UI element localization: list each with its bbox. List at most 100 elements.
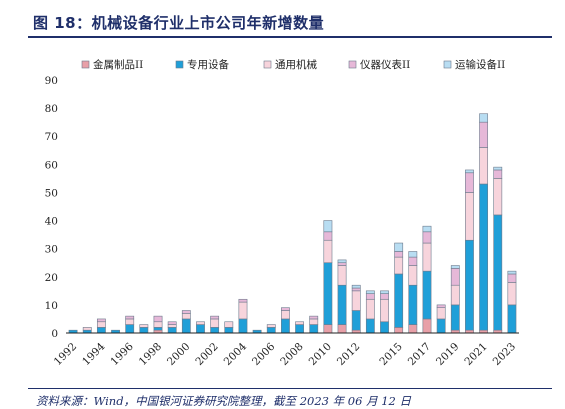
bar-segment: [408, 265, 418, 286]
bar-segment: [125, 318, 135, 325]
x-tick-label: 1992: [52, 341, 79, 368]
y-tick-label: 10: [45, 300, 58, 312]
bar-segment: [309, 318, 319, 325]
bar-segment: [323, 262, 333, 325]
bar-segment: [337, 284, 347, 325]
bar-segment: [337, 324, 347, 334]
bar-segment: [507, 282, 517, 306]
bar-segment: [281, 307, 290, 311]
source-note: 资料来源：Wind，中国银河证券研究院整理，截至 2023 年 06 月 12 …: [36, 394, 412, 408]
bar-segment: [493, 166, 503, 171]
bar-segment: [295, 324, 304, 334]
bar-segment: [422, 242, 432, 272]
bar-segment: [479, 121, 489, 148]
bar-segment: [507, 273, 517, 283]
x-tick-label: 2017: [406, 341, 433, 368]
x-tick-label: 2019: [434, 341, 461, 368]
bar-segment: [351, 284, 361, 289]
bar-segment: [365, 290, 375, 294]
x-tick-label: 2015: [377, 341, 404, 368]
bar-segment: [125, 315, 135, 320]
bar-segment: [436, 307, 446, 320]
bar-segment: [167, 321, 177, 325]
bar-segment: [337, 265, 347, 286]
bar-segment: [380, 298, 389, 323]
bar-segment: [153, 321, 163, 328]
bar-segment: [181, 318, 191, 334]
bar-segment: [351, 310, 361, 331]
bar-segment: [365, 293, 375, 300]
x-tick-label: 2012: [335, 341, 362, 368]
bar-segment: [450, 284, 460, 306]
bar-segment: [422, 270, 432, 320]
x-tick-label: 2023: [491, 341, 518, 368]
bar-segment: [309, 315, 319, 320]
bar-segment: [96, 318, 106, 323]
legend-label: 运输设备II: [455, 58, 505, 71]
bar-segment: [266, 324, 276, 328]
legend-label: 专用设备: [187, 58, 229, 71]
bar-segment: [196, 324, 205, 334]
bar-segment: [351, 287, 361, 292]
figure-title: 图 18：机械设备行业上市公司年新增数量: [33, 14, 325, 32]
bar-segment: [450, 304, 460, 331]
bar-segment: [493, 214, 503, 331]
y-tick-label: 30: [45, 244, 58, 256]
bar-segment: [436, 318, 446, 334]
bar-segment: [337, 259, 347, 264]
bar-segment: [167, 327, 177, 334]
bar-segment: [96, 327, 106, 334]
bar-segment: [380, 290, 389, 294]
bar-segment: [266, 327, 276, 334]
bar-segment: [465, 192, 474, 241]
bar-segment: [351, 290, 361, 311]
bar-segment: [281, 318, 290, 334]
bar-segment: [422, 318, 432, 334]
x-tick-label: 1994: [80, 340, 108, 368]
bar-segment: [507, 270, 517, 275]
x-tick-label: 2002: [193, 341, 220, 368]
footer-divider: [28, 388, 552, 389]
title-divider: [28, 36, 552, 38]
bar-segment: [238, 318, 248, 334]
bar-segment: [196, 321, 205, 325]
y-tick-label: 0: [51, 328, 58, 340]
bar-segment: [380, 321, 389, 334]
bar-segment: [309, 324, 319, 334]
bar-segment: [82, 327, 92, 331]
bar-segment: [394, 242, 404, 252]
y-tick-label: 20: [45, 272, 58, 284]
bar-segment: [238, 298, 248, 303]
bar-segment: [153, 315, 163, 323]
y-tick-label: 50: [45, 187, 58, 199]
y-tick-label: 60: [45, 159, 58, 171]
bar-segment: [281, 310, 290, 320]
bar-segment: [465, 169, 474, 174]
bar-segment: [479, 183, 489, 331]
bar-segment: [323, 220, 333, 233]
legend-swatch: [81, 60, 90, 69]
bar-segment: [436, 304, 446, 309]
bar-segment: [323, 231, 333, 241]
legend-label: 通用机械: [275, 58, 317, 71]
bar-segment: [465, 239, 474, 331]
x-tick-label: 1996: [108, 340, 136, 368]
bar-segment: [365, 318, 375, 334]
bar-segment: [465, 172, 474, 193]
x-tick-label: 1998: [137, 341, 164, 368]
bar-segment: [167, 324, 177, 328]
legend-label: 金属制品II: [93, 58, 143, 71]
y-tick-label: 70: [45, 131, 58, 143]
bar-segment: [139, 327, 149, 334]
bar-segment: [394, 327, 404, 334]
bar-segment: [422, 231, 432, 244]
bar-segment: [479, 113, 489, 123]
bar-segment: [224, 327, 234, 334]
legend-swatch: [443, 60, 452, 69]
bar-segment: [323, 324, 333, 334]
legend-swatch: [348, 60, 357, 69]
bar-segment: [408, 324, 418, 334]
bar-segment: [394, 251, 404, 258]
bar-segment: [295, 321, 304, 325]
